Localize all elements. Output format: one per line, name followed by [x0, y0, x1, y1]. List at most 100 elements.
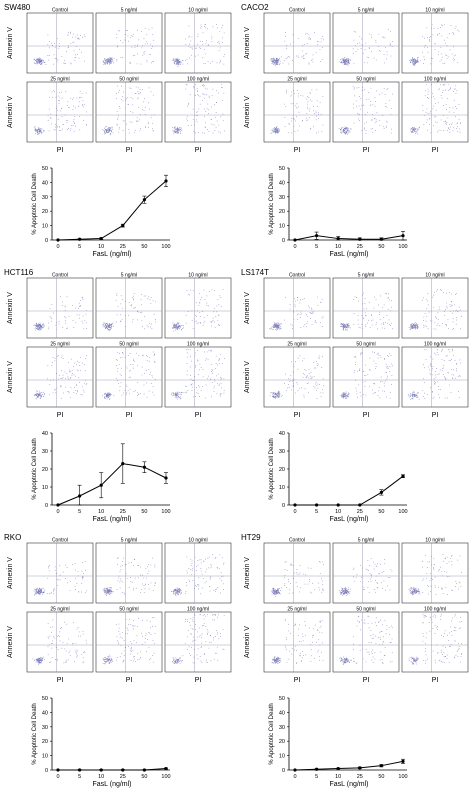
flow-panel-2: 10 ng/ml: [164, 538, 232, 604]
pi-axis-label: PI: [57, 147, 64, 154]
x-tick-label: 25: [120, 509, 126, 515]
data-point: [142, 465, 146, 469]
annexin-axis-label: Annexin V: [244, 626, 251, 658]
flow-panel-4: 50 ng/ml: [95, 342, 163, 408]
cell-line-name: CACO2: [241, 3, 269, 12]
cell-line-name: RKO: [4, 533, 21, 542]
scatter-dots: [33, 90, 87, 135]
apoptosis-chart: 0 10 20 30 40 0 5 10 25 50 100 FasL (ng/ml) % Apopto…: [269, 431, 408, 523]
panel-caption: 25 ng/ml: [50, 607, 69, 613]
flow-panel-5: 100 ng/ml: [401, 77, 469, 143]
data-point: [164, 179, 168, 183]
data-point: [336, 766, 340, 771]
annexin-axis-label: Annexin V: [7, 557, 14, 589]
scatter-dots: [340, 351, 393, 399]
scatter-dots: [102, 351, 156, 400]
y-tick-label: 30: [279, 449, 285, 455]
y-axis-title: % Apoptotic Cell Death: [32, 173, 38, 234]
panel-caption: 10 ng/ml: [425, 538, 444, 544]
panel-frame: [401, 611, 469, 673]
x-axis-title: FasL (ng/ml): [329, 781, 368, 788]
y-tick-label: 0: [45, 238, 48, 244]
panel-caption: 100 ng/ml: [424, 77, 446, 83]
pi-axis-label: PI: [294, 677, 301, 684]
cell-line-block-hct116: HCT116 Control 5 ng/ml 10 ng/ml Annexin V 25 …: [4, 268, 232, 523]
data-point: [379, 490, 383, 494]
panel-caption: Control: [289, 538, 305, 544]
cell-line-block-caco2: CACO2 Control 5 ng/ml 10 ng/ml Annexin V 25 n…: [241, 3, 469, 258]
annexin-axis-label: Annexin V: [244, 557, 251, 589]
y-tick-label: 10: [279, 485, 285, 491]
scatter-dots: [271, 561, 324, 597]
pi-axis-label: PI: [432, 677, 439, 684]
x-tick-label: 0: [293, 774, 296, 780]
annexin-axis-label: Annexin V: [7, 96, 14, 128]
x-tick-label: 50: [378, 774, 384, 780]
apoptosis-chart: 0 10 20 30 40 50 0 5 10 25 50 100 FasL (ng/ml) % Apop…: [269, 166, 408, 258]
apoptosis-chart: 0 10 20 30 40 0 5 10 25 50 100 FasL (ng/ml) % Apopto…: [32, 431, 171, 523]
x-axis-title: FasL (ng/ml): [92, 781, 131, 788]
y-tick-label: 20: [279, 739, 285, 745]
cell-line-block-ls174t: LS174T Control 5 ng/ml 10 ng/ml Annexin V 25 …: [241, 268, 469, 523]
x-tick-label: 100: [398, 509, 407, 515]
pi-axis-label: PI: [363, 147, 370, 154]
data-point: [315, 234, 319, 238]
flow-panel-2: 10 ng/ml: [401, 273, 469, 339]
x-tick-label: 0: [293, 244, 296, 250]
flow-panel-4: 50 ng/ml: [332, 77, 400, 143]
panel-frame: [26, 542, 94, 604]
y-tick-label: 30: [42, 725, 48, 731]
flow-panel-5: 100 ng/ml: [401, 342, 469, 408]
data-point: [358, 503, 362, 507]
cell-line-name: HCT116: [4, 268, 34, 277]
data-point: [78, 768, 82, 772]
data-point: [336, 236, 340, 241]
panel-frame: [95, 277, 163, 339]
y-axis-title: % Apoptotic Cell Death: [269, 173, 275, 234]
y-tick-label: 40: [42, 180, 48, 186]
panel-caption: 50 ng/ml: [356, 77, 375, 83]
data-point: [293, 503, 297, 507]
x-tick-label: 0: [56, 509, 59, 515]
series-line: [57, 180, 167, 241]
y-tick-label: 40: [42, 710, 48, 716]
data-point: [315, 503, 319, 507]
panel-frame: [263, 346, 331, 408]
panel-caption: 50 ng/ml: [119, 607, 138, 613]
pi-axis-label: PI: [195, 147, 202, 154]
data-point: [401, 474, 405, 478]
data-point: [99, 483, 103, 487]
x-tick-label: 50: [141, 774, 147, 780]
panel-caption: 10 ng/ml: [188, 538, 207, 544]
scatter-dots: [33, 31, 86, 65]
panel-frame: [164, 611, 232, 673]
panel-caption: 50 ng/ml: [356, 342, 375, 348]
panel-frame: [164, 346, 232, 408]
flow-panel-0: Control: [26, 273, 94, 339]
x-tick-label: 0: [293, 509, 296, 515]
annexin-axis-label: Annexin V: [7, 361, 14, 393]
flow-panel-3: 25 ng/ml: [26, 77, 94, 143]
x-tick-label: 25: [357, 774, 363, 780]
data-point: [315, 767, 319, 771]
y-tick-label: 50: [279, 166, 285, 172]
y-tick-label: 30: [42, 449, 48, 455]
pi-axis-label: PI: [195, 412, 202, 419]
pi-axis-label: PI: [363, 677, 370, 684]
x-tick-label: 10: [335, 509, 341, 515]
panel-frame: [332, 277, 400, 339]
panel-caption: Control: [52, 8, 68, 14]
data-point: [401, 759, 405, 763]
scatter-dots: [409, 84, 461, 135]
flow-panel-5: 100 ng/ml: [164, 342, 232, 408]
x-tick-label: 25: [357, 244, 363, 250]
x-tick-label: 5: [78, 244, 81, 250]
pi-axis-label: PI: [294, 147, 301, 154]
data-point: [142, 768, 146, 772]
scatter-dots: [407, 349, 461, 400]
scatter-dots: [340, 292, 393, 331]
panel-frame: [332, 611, 400, 673]
data-point: [293, 238, 297, 242]
apoptosis-chart: 0 10 20 30 40 50 0 5 10 25 50 100 FasL (ng/ml) % Apop…: [32, 696, 171, 788]
panel-frame: [26, 277, 94, 339]
